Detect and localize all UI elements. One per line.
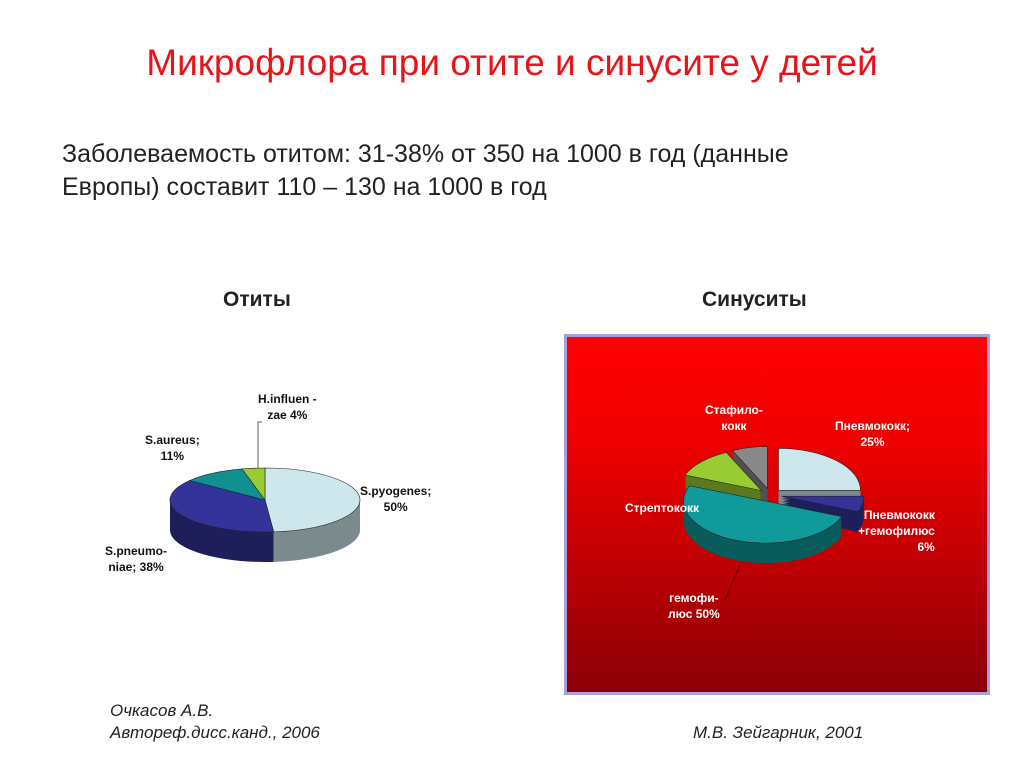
slide-title: Микрофлора при отите и синусите у детей xyxy=(146,42,878,83)
pie-slice xyxy=(778,448,861,491)
label-staph: Стафило-кокк xyxy=(705,403,763,433)
label-pneumo-hemo: Пневмококк +гемофилюс 6% xyxy=(858,508,935,554)
chart-title-left: Отиты xyxy=(223,288,291,311)
label-hemophilus: гемофи-люс 50% xyxy=(668,591,720,621)
label-strep: Стрептококк xyxy=(625,501,700,515)
pie-slice xyxy=(169,480,275,533)
intro-line: Европы) составит 110 – 130 на 1000 в год xyxy=(62,173,547,201)
pie-slice xyxy=(264,467,361,533)
label-s-pneumoniae: S.pneumo-niae; 38% xyxy=(105,544,167,574)
label-s-pyogenes: S.pyogenes; 50% xyxy=(360,484,432,514)
intro-line: Заболеваемость отитом: 31-38% от 350 на … xyxy=(62,140,789,168)
leader-line xyxy=(257,421,262,470)
pie-slice xyxy=(683,485,843,544)
source-left: Очкасов А.В. Автореф.дисс.канд., 2006 xyxy=(110,701,320,742)
pie-slice xyxy=(684,452,763,491)
label-pneumococcus: Пневмококк; 25% xyxy=(835,419,910,449)
chart-title-right: Синуситы xyxy=(702,288,807,311)
source-right: М.В. Зейгарник, 2001 xyxy=(693,723,864,742)
pie-slice xyxy=(781,495,865,513)
pie-slice xyxy=(731,446,768,490)
label-h-influenzae: H.influen - zae 4% xyxy=(258,392,317,422)
label-s-aureus: S.aureus; 11% xyxy=(145,433,200,463)
leader-line xyxy=(724,564,741,601)
intro-text: Заболеваемость отитом: 31-38% от 350 на … xyxy=(62,138,962,204)
pie-slice xyxy=(241,467,266,501)
